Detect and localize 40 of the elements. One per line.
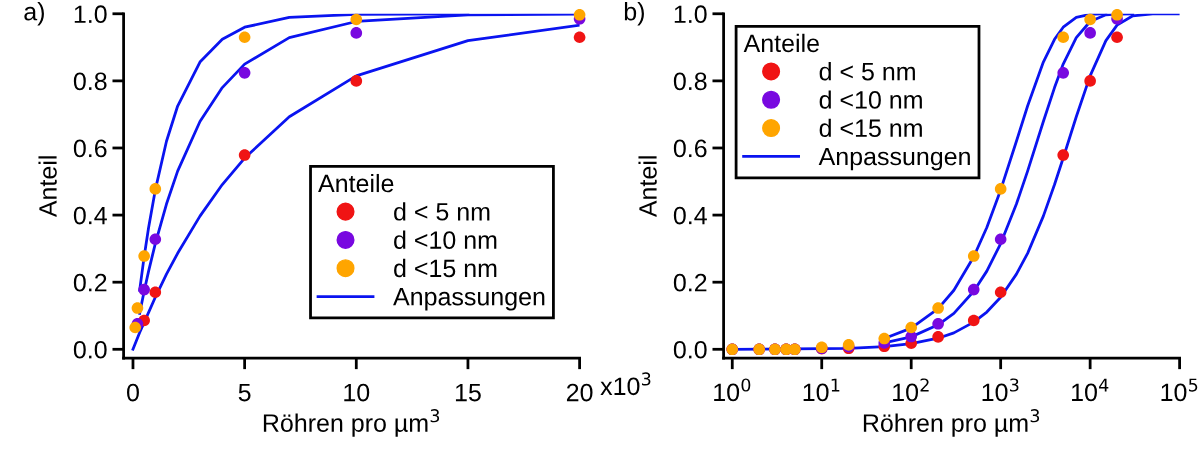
legend-label: d <10 nm [394,230,497,249]
legend-label: Anpassungen [393,288,545,311]
y-tick-label: 0.0 [673,340,707,359]
legend-label: d < 5 nm [819,62,915,81]
y-tick-label: 0.2 [673,273,707,292]
y-tick-label: 0.0 [73,340,107,359]
x-tick-label: 0 [127,383,139,402]
x-tick-label: 10$^{5}$ [1161,378,1198,402]
text: x10$^{3}$ [600,372,651,396]
y-tick-label: 0.4 [673,206,707,225]
x-tick-label: 20 [566,383,593,402]
x-tick-label: 10$^{1}$ [803,378,840,402]
y-tick-label: 1.0 [674,5,707,24]
x-tick-label: 5 [238,383,251,402]
legend-title: Anteile [318,173,394,193]
x-tick-label: 10$^{2}$ [893,378,929,402]
y-tick-label: 0.4 [73,206,107,225]
y-tick-label: 0.8 [73,72,107,91]
legend-label: d <15 nm [819,118,922,138]
x-tick-label: 10 [344,383,370,402]
y-axis-title: Anteil [638,156,657,218]
legend-label: d <10 nm [819,90,922,109]
y-tick-label: 0.8 [673,72,707,91]
x-axis-title: Röhren pro µm$^{3}$ [863,409,1040,437]
text: b) [624,2,644,26]
legend-label: d < 5 nm [394,202,490,221]
legend-title: Anteile [743,33,819,53]
x-tick-label: 15 [455,383,481,402]
x-tick-label: 10$^{4}$ [1072,378,1109,402]
x-axis-title: Röhren pro µm$^{3}$ [263,409,440,437]
legend-label: Anpassungen [818,147,970,171]
x-tick-label: 10$^{0}$ [714,378,751,402]
x-tick-label: 10$^{3}$ [982,378,1019,402]
y-axis-title: Anteil [38,156,57,218]
y-tick-label: 0.2 [73,273,107,292]
y-tick-label: 0.6 [73,139,107,158]
y-tick-label: 1.0 [74,5,107,24]
y-tick-label: 0.6 [673,139,707,158]
text: a) [24,2,44,26]
legend-label: d <15 nm [394,258,497,278]
